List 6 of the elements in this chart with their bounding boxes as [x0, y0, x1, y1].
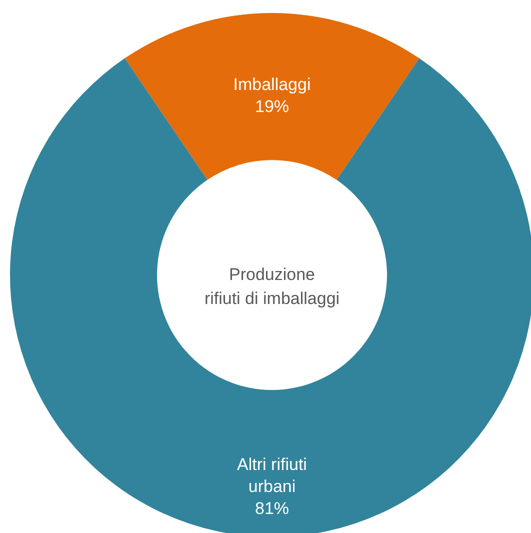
- donut-slice: [124, 13, 420, 180]
- data-label: 19%: [254, 97, 290, 116]
- slice-label: Altri rifiuti urbani: [237, 455, 307, 496]
- data-label: 81%: [254, 499, 290, 518]
- slice-label: Imballaggi: [233, 75, 311, 94]
- text: Produzione rifiuti di imballaggi: [204, 265, 340, 308]
